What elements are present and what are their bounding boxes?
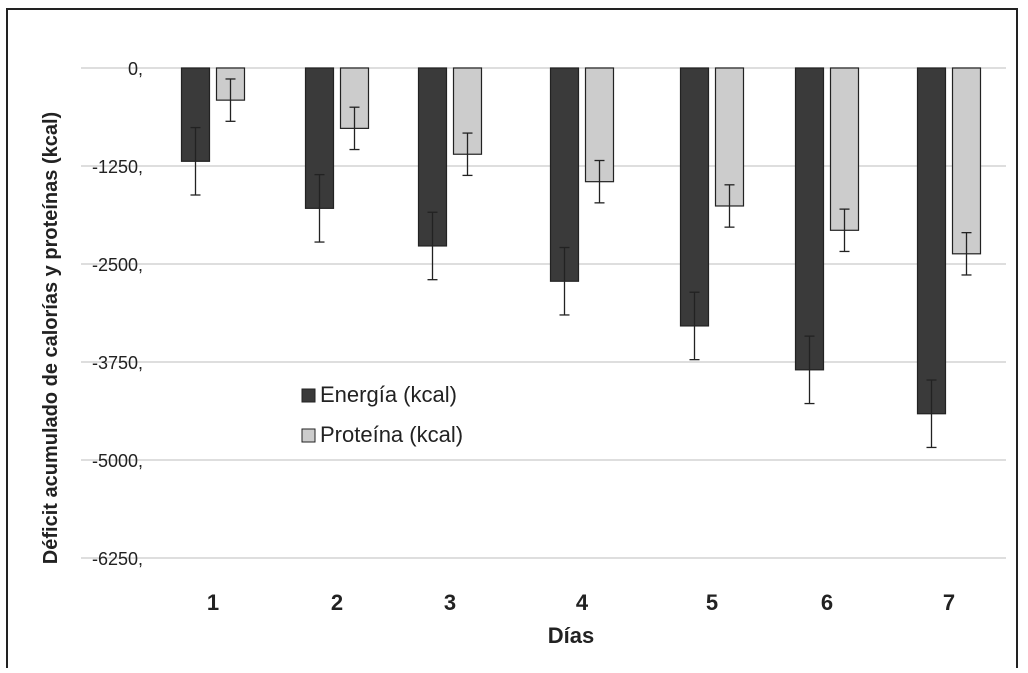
y-tick-label: -6250, <box>92 549 143 569</box>
y-tick-label: -3750, <box>92 353 143 373</box>
bar-proteina <box>829 67 860 231</box>
bars <box>180 67 982 415</box>
bar-chart: 0, -1250, -2500, -3750, -5000, -6250, 1 2 3 4 5 6 7… <box>6 8 1018 670</box>
y-tick-label: -2500, <box>92 255 143 275</box>
x-tick-label: 3 <box>444 590 456 615</box>
bar-proteina <box>951 67 982 255</box>
error-bars <box>190 78 972 449</box>
legend-label-proteina: Proteína (kcal) <box>320 422 463 447</box>
y-axis-ticks: 0, -1250, -2500, -3750, -5000, -6250, <box>92 59 143 569</box>
x-tick-label: 5 <box>706 590 718 615</box>
x-tick-label: 4 <box>576 590 589 615</box>
chart-frame: 0, -1250, -2500, -3750, -5000, -6250, 1 2 3 4 5 6 7… <box>6 8 1018 670</box>
bar-energia <box>794 67 825 371</box>
legend-swatch-energia <box>301 388 316 403</box>
x-tick-label: 2 <box>331 590 343 615</box>
bar-energia <box>679 67 710 327</box>
x-axis-ticks: 1 2 3 4 5 6 7 <box>207 590 955 615</box>
bar-energia <box>916 67 947 415</box>
chart-border <box>6 8 1018 670</box>
legend-label-energia: Energía (kcal) <box>320 382 457 407</box>
x-axis-label: Días <box>548 623 594 648</box>
bar-proteina <box>714 67 745 207</box>
y-tick-label: 0, <box>128 59 143 79</box>
x-tick-label: 7 <box>943 590 955 615</box>
legend: Energía (kcal) Proteína (kcal) <box>301 382 463 447</box>
legend-swatch-proteina <box>301 428 316 443</box>
y-tick-label: -5000, <box>92 451 143 471</box>
x-tick-label: 1 <box>207 590 219 615</box>
y-axis-label: Déficit acumulado de calorías y proteína… <box>40 112 62 564</box>
x-tick-label: 6 <box>821 590 833 615</box>
y-tick-label: -1250, <box>92 157 143 177</box>
